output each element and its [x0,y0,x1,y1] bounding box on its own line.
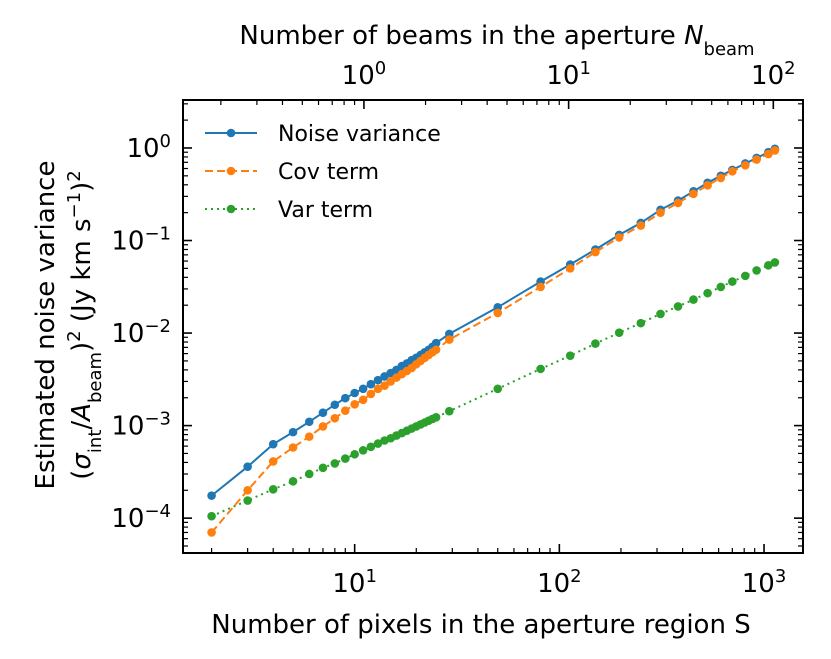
data-point-2 [636,318,646,328]
data-point-2 [493,384,503,394]
data-point-0 [243,462,252,471]
data-point-1 [380,381,389,390]
data-point-1 [318,422,328,431]
data-point-0 [318,408,328,417]
data-point-1 [752,155,761,164]
data-point-2 [656,309,665,319]
data-point-2 [752,266,761,275]
y-axis-label-line2: (σint/Abeam)2 (Jy km s−1)2 [64,170,106,479]
data-point-1 [741,160,750,170]
data-point-2 [431,412,441,422]
data-point-2 [340,454,350,463]
data-point-2 [288,477,298,486]
x-tick-label: 101 [332,566,377,600]
data-point-1 [304,432,314,441]
data-point-0 [288,427,298,437]
top-tick-label: 101 [546,58,591,92]
data-point-0 [340,393,350,403]
data-point-2 [358,446,368,455]
data-point-1 [689,189,698,199]
data-point-2 [673,302,683,311]
data-point-1 [728,166,737,176]
data-point-1 [373,384,383,394]
x-tick-label: 102 [537,566,582,600]
data-point-2 [268,484,278,494]
data-point-2 [703,288,712,298]
data-point-2 [591,339,600,348]
data-point-0 [207,491,216,500]
axes-frame [182,99,804,554]
y-tick-label: 10−2 [111,316,171,350]
data-point-2 [373,439,383,448]
top-tick-label: 102 [751,58,796,92]
x-tick-label: 103 [742,566,787,600]
legend-label-1: Cov term [278,160,379,185]
data-point-1 [340,406,350,415]
data-point-2 [770,258,780,267]
y-tick-label: 10−4 [111,501,171,535]
data-point-1 [350,399,359,409]
legend-label-0: Noise variance [278,122,441,147]
data-point-1 [565,264,575,273]
legend-marker-2 [226,204,236,214]
data-point-1 [656,208,665,217]
data-point-2 [445,406,454,416]
data-point-1 [268,457,278,466]
data-point-2 [614,328,624,337]
data-point-1 [288,443,298,452]
y-tick-label: 100 [126,130,171,164]
data-point-2 [741,271,750,281]
data-point-2 [366,442,376,452]
data-point-0 [373,375,383,385]
data-point-2 [536,364,545,374]
legend-marker-0 [226,128,236,138]
data-point-2 [318,463,328,473]
data-point-1 [614,233,624,242]
data-point-0 [330,400,340,410]
legend-marker-1 [226,166,236,176]
data-point-1 [243,485,252,495]
data-point-2 [764,260,773,270]
data-point-1 [673,198,683,208]
data-point-2 [304,469,314,479]
data-point-2 [350,449,359,459]
data-point-1 [716,173,726,183]
data-point-1 [431,345,441,355]
data-point-2 [728,277,737,286]
data-point-1 [536,282,545,292]
data-point-0 [304,417,314,427]
data-point-1 [770,146,780,155]
data-point-1 [703,181,712,190]
data-point-1 [207,528,216,537]
data-point-1 [366,389,376,399]
data-point-1 [330,413,340,423]
data-point-2 [330,459,340,468]
data-point-1 [764,149,773,159]
data-point-1 [358,395,368,405]
data-point-1 [445,335,454,344]
legend-label-2: Var term [278,198,373,223]
data-point-0 [350,388,359,398]
data-point-2 [565,351,575,360]
data-point-1 [636,221,646,230]
y-axis-label-line1: Estimated noise variance [31,161,61,490]
data-point-2 [243,496,252,505]
data-point-0 [358,384,368,394]
data-point-0 [366,379,376,389]
data-point-1 [591,247,600,257]
data-point-1 [493,308,503,318]
data-point-0 [268,439,278,449]
y-tick-label: 10−3 [111,408,171,442]
top-axis-label: Number of beams in the aperture Nbeam [239,21,754,60]
top-tick-label: 100 [342,58,387,92]
y-tick-label: 10−1 [111,223,171,257]
data-point-2 [207,511,216,521]
data-point-2 [716,282,726,292]
data-point-2 [689,295,698,304]
x-axis-label: Number of pixels in the aperture region … [211,610,750,640]
data-point-0 [431,338,441,348]
